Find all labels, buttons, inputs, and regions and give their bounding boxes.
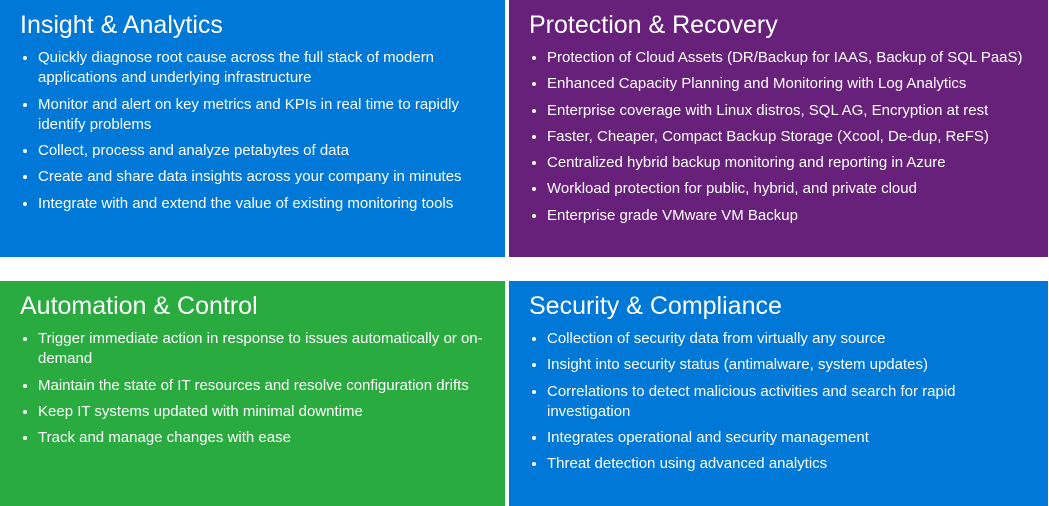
list-item: Collect, process and analyze petabytes o… <box>38 141 485 161</box>
list-item: Integrate with and extend the value of e… <box>38 194 485 214</box>
list-item: Centralized hybrid backup monitoring and… <box>547 153 1028 173</box>
list-item: Enhanced Capacity Planning and Monitorin… <box>547 74 1028 94</box>
panels-grid: Insight & Analytics Quickly diagnose roo… <box>0 0 1049 506</box>
panel-title: Automation & Control <box>20 291 485 321</box>
list-item: Integrates operational and security mana… <box>547 428 1028 448</box>
list-item: Create and share data insights across yo… <box>38 167 485 187</box>
list-item: Monitor and alert on key metrics and KPI… <box>38 95 485 136</box>
list-item: Maintain the state of IT resources and r… <box>38 376 485 396</box>
list-item: Quickly diagnose root cause across the f… <box>38 48 485 89</box>
list-item: Collection of security data from virtual… <box>547 329 1028 349</box>
panel-feature-list: Collection of security data from virtual… <box>529 329 1028 481</box>
panel-insight-analytics: Insight & Analytics Quickly diagnose roo… <box>0 0 505 257</box>
panel-title: Security & Compliance <box>529 291 1028 321</box>
list-item: Insight into security status (antimalwar… <box>547 355 1028 375</box>
panel-feature-list: Protection of Cloud Assets (DR/Backup fo… <box>529 48 1028 232</box>
list-item: Track and manage changes with ease <box>38 428 485 448</box>
panel-feature-list: Quickly diagnose root cause across the f… <box>20 48 485 220</box>
list-item: Threat detection using advanced analytic… <box>547 454 1028 474</box>
panel-title: Insight & Analytics <box>20 10 485 40</box>
list-item: Workload protection for public, hybrid, … <box>547 179 1028 199</box>
panel-protection-recovery: Protection & Recovery Protection of Clou… <box>509 0 1048 257</box>
list-item: Faster, Cheaper, Compact Backup Storage … <box>547 127 1028 147</box>
list-item: Enterprise coverage with Linux distros, … <box>547 101 1028 121</box>
panel-security-compliance: Security & Compliance Collection of secu… <box>509 281 1048 506</box>
panel-feature-list: Trigger immediate action in response to … <box>20 329 485 454</box>
list-item: Correlations to detect malicious activit… <box>547 382 1028 423</box>
list-item: Keep IT systems updated with minimal dow… <box>38 402 485 422</box>
panel-title: Protection & Recovery <box>529 10 1028 40</box>
list-item: Protection of Cloud Assets (DR/Backup fo… <box>547 48 1028 68</box>
list-item: Trigger immediate action in response to … <box>38 329 485 370</box>
list-item: Enterprise grade VMware VM Backup <box>547 206 1028 226</box>
panel-automation-control: Automation & Control Trigger immediate a… <box>0 281 505 506</box>
